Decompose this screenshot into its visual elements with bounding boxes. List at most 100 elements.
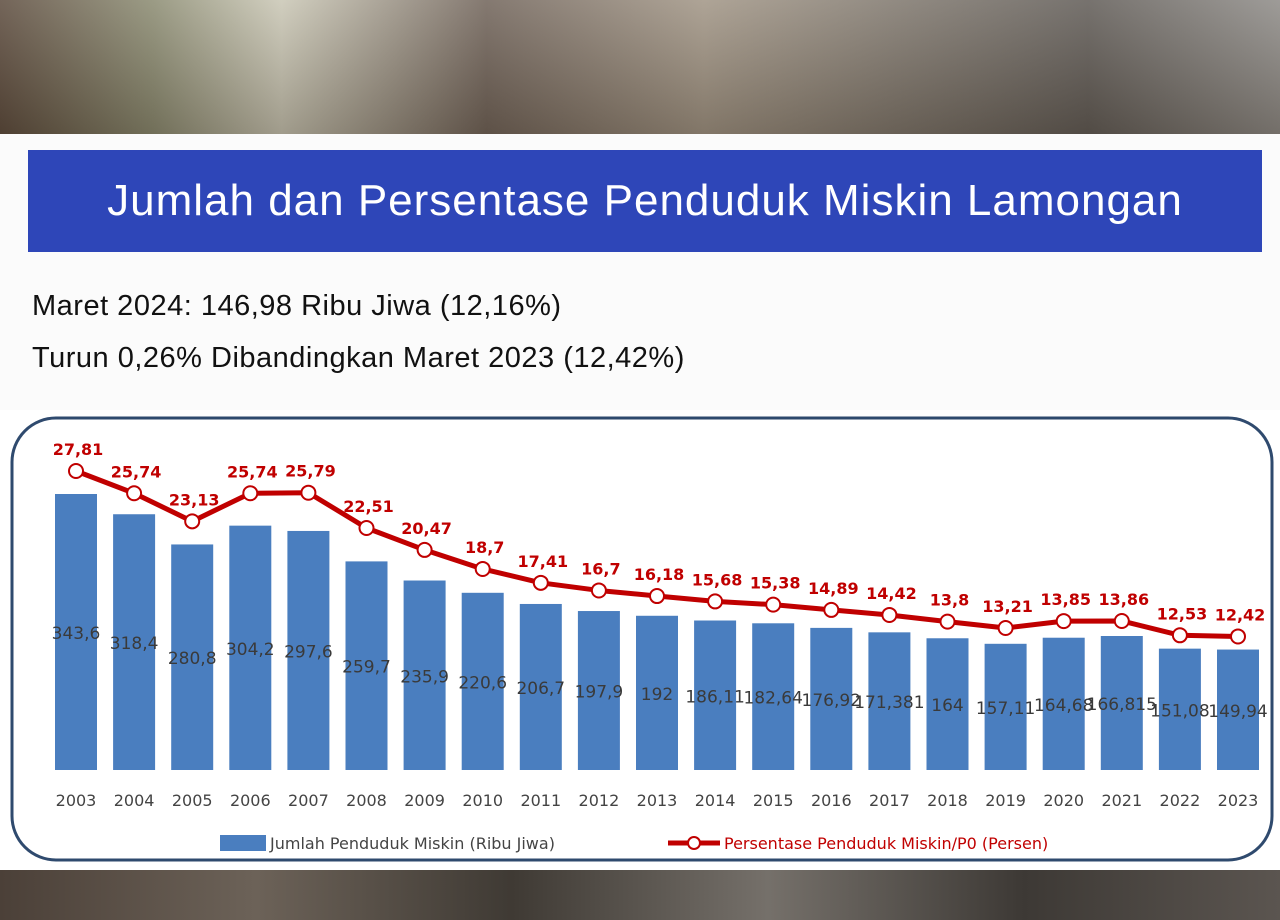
data-label: 297,6: [284, 642, 333, 662]
data-label: 25,79: [285, 462, 336, 481]
data-label: 171,381: [854, 693, 924, 713]
data-label: 176,92: [802, 691, 861, 711]
data-label: 15,38: [750, 574, 801, 593]
bar: [229, 525, 272, 770]
data-label: 13,86: [1098, 590, 1149, 609]
line-marker: [126, 485, 143, 502]
x-tick-label: 2006: [230, 791, 271, 810]
bar: [868, 632, 911, 770]
bar: [171, 544, 214, 770]
legend-swatch: [687, 836, 701, 850]
bar: [752, 623, 795, 770]
line-marker: [939, 613, 956, 630]
data-label: 280,8: [168, 649, 217, 669]
bar: [113, 514, 156, 770]
data-label: 16,18: [634, 565, 685, 584]
x-tick-label: 2003: [56, 791, 97, 810]
line-marker: [997, 619, 1014, 636]
data-label: 14,42: [866, 584, 917, 603]
line-marker: [416, 541, 433, 558]
background-photo: [0, 870, 1280, 920]
x-tick-label: 2023: [1218, 791, 1259, 810]
data-label: 259,7: [342, 658, 391, 678]
data-label: 197,9: [575, 683, 624, 703]
data-label: 164: [931, 696, 963, 716]
bar: [519, 603, 562, 770]
x-tick-label: 2022: [1160, 791, 1201, 810]
data-label: 20,47: [401, 519, 452, 538]
x-tick-label: 2018: [927, 791, 968, 810]
x-tick-label: 2016: [811, 791, 852, 810]
bar: [810, 627, 853, 770]
x-tick-label: 2015: [753, 791, 794, 810]
data-label: 16,7: [581, 559, 620, 578]
legend-label: Jumlah Penduduk Miskin (Ribu Jiwa): [269, 834, 555, 853]
data-label: 12,53: [1157, 604, 1208, 623]
bar: [55, 494, 97, 770]
legend-swatch: [220, 835, 266, 851]
data-label: 13,21: [982, 597, 1033, 616]
background-photo: [0, 0, 1280, 134]
bar: [636, 615, 678, 770]
legend-label: Persentase Penduduk Miskin/P0 (Persen): [724, 834, 1048, 853]
x-tick-label: 2011: [520, 791, 561, 810]
data-label: 166,815: [1087, 695, 1157, 715]
x-tick-label: 2004: [114, 791, 155, 810]
line-marker: [881, 606, 898, 623]
bar: [577, 611, 620, 770]
line-marker: [300, 484, 317, 501]
line-marker: [532, 574, 549, 591]
x-tick-label: 2020: [1043, 791, 1084, 810]
subtitle: Maret 2024: 146,98 Ribu Jiwa (12,16%): [32, 290, 562, 322]
line-marker: [474, 560, 491, 577]
data-label: 27,81: [53, 440, 104, 459]
title-box: Jumlah dan Persentase Penduduk Miskin La…: [28, 150, 1262, 252]
data-label: 318,4: [110, 634, 159, 654]
bar: [694, 620, 737, 770]
bar: [926, 638, 969, 770]
data-label: 149,94: [1208, 702, 1267, 722]
data-label: 22,51: [343, 497, 394, 516]
x-tick-label: 2012: [579, 791, 620, 810]
data-label: 304,2: [226, 640, 275, 660]
line-marker: [649, 588, 665, 605]
data-label: 343,6: [52, 624, 101, 644]
data-label: 192: [641, 685, 673, 705]
line-marker: [358, 519, 375, 536]
bar: [1158, 648, 1201, 770]
data-label: 12,42: [1215, 605, 1266, 624]
bar: [403, 580, 446, 770]
data-label: 23,13: [169, 490, 220, 509]
bar: [345, 561, 388, 770]
data-label: 25,74: [111, 462, 162, 481]
subtitle: Turun 0,26% Dibandingkan Maret 2023 (12,…: [32, 342, 685, 374]
x-tick-label: 2014: [695, 791, 736, 810]
x-tick-label: 2017: [869, 791, 910, 810]
x-tick-label: 2009: [404, 791, 445, 810]
line-marker: [1055, 613, 1072, 630]
line-marker: [1113, 612, 1130, 629]
bar: [1042, 637, 1085, 770]
line-marker: [184, 513, 201, 530]
data-label: 151,08: [1150, 701, 1209, 721]
line-marker: [1171, 627, 1188, 644]
x-tick-label: 2019: [985, 791, 1026, 810]
data-label: 182,64: [743, 689, 802, 709]
data-label: 157,11: [976, 699, 1035, 719]
x-tick-label: 2007: [288, 791, 329, 810]
x-tick-label: 2008: [346, 791, 387, 810]
bar: [287, 530, 330, 770]
data-label: 235,9: [400, 667, 449, 687]
data-label: 164,68: [1034, 696, 1093, 716]
line-marker: [242, 485, 259, 502]
x-tick-label: 2013: [637, 791, 678, 810]
bar: [1100, 636, 1143, 770]
line-marker: [1230, 628, 1246, 645]
x-tick-label: 2021: [1101, 791, 1142, 810]
data-label: 15,68: [692, 570, 743, 589]
data-label: 206,7: [516, 679, 565, 699]
line-marker: [823, 601, 840, 618]
line-marker: [707, 593, 724, 610]
